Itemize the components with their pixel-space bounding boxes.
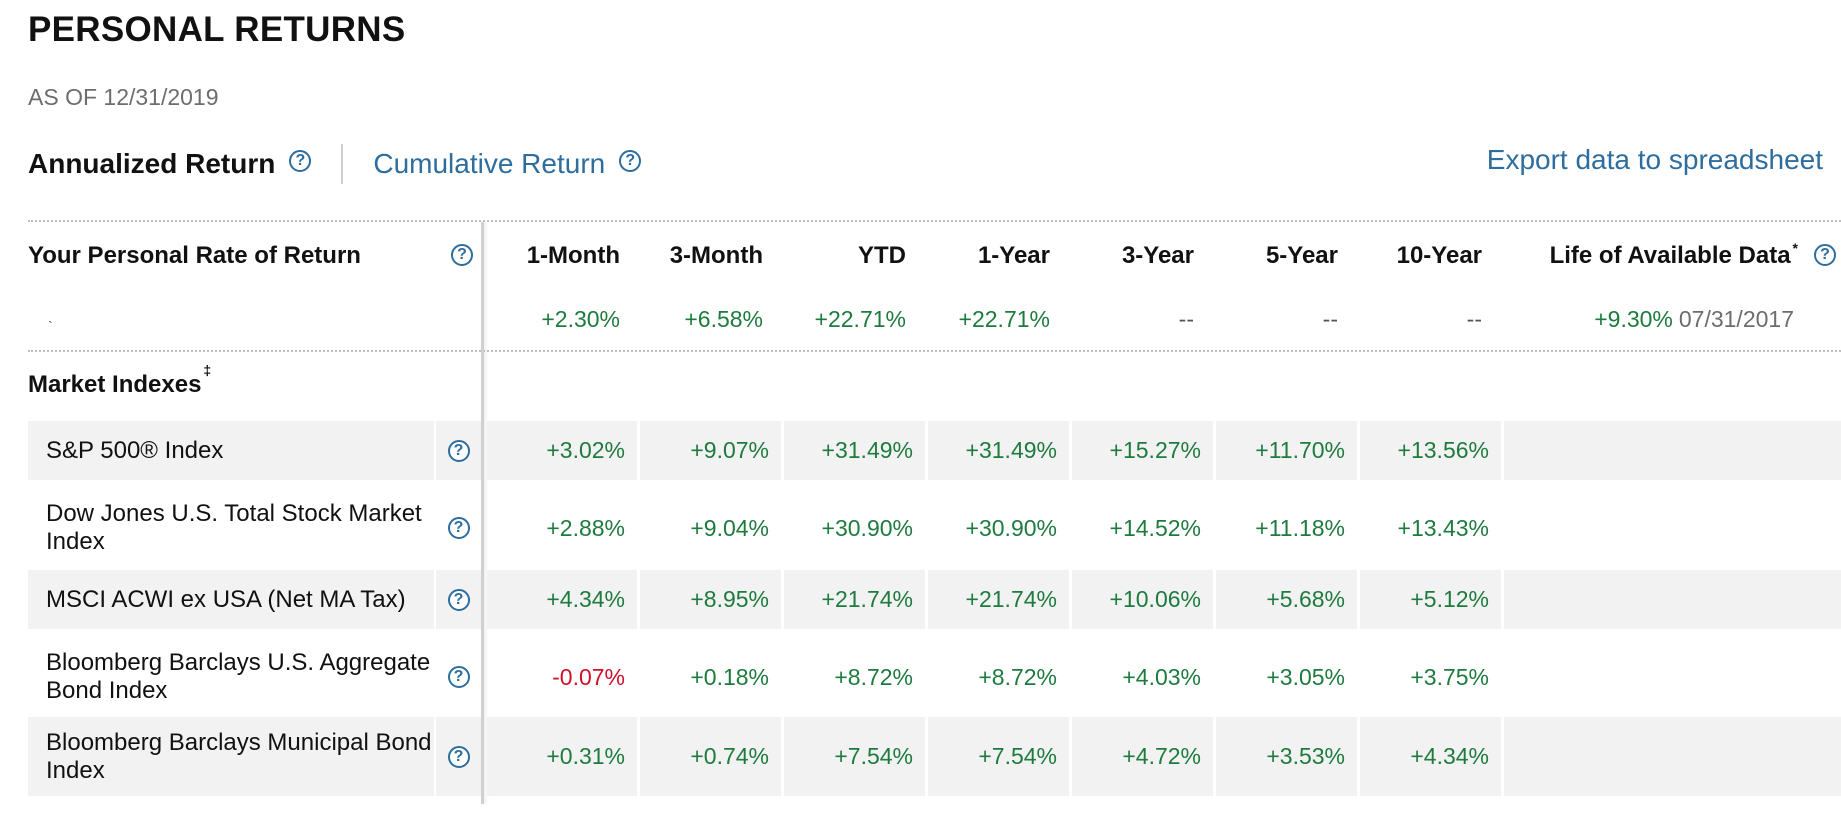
question-circle-icon[interactable]: ? <box>1814 244 1836 266</box>
index-return-5-year: +5.68% <box>1216 570 1357 629</box>
question-circle-icon[interactable]: ? <box>447 439 470 462</box>
table-row: Bloomberg Barclays Municipal Bond Index?… <box>28 717 1841 796</box>
index-return-1-year: +7.54% <box>928 717 1069 796</box>
question-circle-icon[interactable]: ? <box>447 517 470 539</box>
index-help-cell: ? <box>436 717 481 796</box>
column-header-10-year: 10-Year <box>1396 242 1482 269</box>
personal-return-1-year: +22.71% <box>958 305 1050 332</box>
index-help-cell: ? <box>436 494 481 562</box>
index-name: MSCI ACWI ex USA (Net MA Tax) <box>28 570 434 629</box>
personal-return-3-month: +6.58% <box>684 305 763 332</box>
index-return-life <box>1504 421 1841 480</box>
table-column-divider <box>481 222 484 804</box>
personal-return-5-year: -- <box>1322 305 1338 332</box>
index-return-ytd: +7.54% <box>784 717 925 796</box>
index-return-3-year: +4.72% <box>1072 717 1213 796</box>
row-tick-mark: ` <box>48 318 53 334</box>
table-row: Dow Jones U.S. Total Stock Market Index?… <box>28 494 1841 562</box>
index-return-ytd: +8.72% <box>834 663 913 690</box>
index-return-3-month: +0.74% <box>640 717 781 796</box>
index-return-life <box>1504 494 1841 562</box>
index-help-cell: ? <box>436 570 481 629</box>
index-return-3-year: +10.06% <box>1072 570 1213 629</box>
index-name: Dow Jones U.S. Total Stock Market Index <box>46 500 422 555</box>
market-indexes-title: Market Indexes‡ <box>28 362 212 398</box>
index-return-3-month: +9.04% <box>690 514 769 541</box>
question-circle-icon[interactable]: ? <box>447 588 470 611</box>
index-return-1-month: +4.34% <box>487 570 637 629</box>
index-return-1-month: +0.31% <box>487 717 637 796</box>
tab-divider <box>341 144 344 184</box>
personal-return-10-year: -- <box>1466 305 1482 332</box>
personal-return-ytd: +22.71% <box>814 305 906 332</box>
question-circle-icon[interactable]: ? <box>447 745 470 768</box>
table-row: S&P 500® Index? +3.02% +9.07% +31.49% +31.49… <box>28 421 1841 480</box>
index-return-life <box>1504 570 1841 629</box>
column-header-life-of-data: Life of Available Data * <box>1549 240 1798 269</box>
index-return-3-year: +4.03% <box>1122 663 1201 690</box>
index-name: Bloomberg Barclays Municipal Bond Index <box>28 717 434 796</box>
index-return-3-year: +14.52% <box>1109 514 1201 541</box>
index-return-3-month: +0.18% <box>690 663 769 690</box>
table-row: Bloomberg Barclays U.S. Aggregate Bond I… <box>28 643 1841 711</box>
index-name: Bloomberg Barclays U.S. Aggregate Bond I… <box>46 649 431 704</box>
personal-return-life: +9.30% 07/31/2017 <box>1594 305 1794 332</box>
index-return-3-month: +9.07% <box>640 421 781 480</box>
index-return-3-month: +8.95% <box>640 570 781 629</box>
index-help-cell: ? <box>436 643 481 711</box>
column-header-ytd: YTD <box>858 242 906 269</box>
personal-return-3-year: -- <box>1178 305 1194 332</box>
index-return-10-year: +13.43% <box>1397 514 1489 541</box>
question-circle-icon[interactable]: ? <box>289 150 312 172</box>
table-top-border <box>28 220 1841 222</box>
as-of-date: AS OF 12/31/2019 <box>28 84 219 110</box>
index-return-ytd: +21.74% <box>784 570 925 629</box>
tab-annualized-return[interactable]: Annualized Return ? <box>28 148 312 180</box>
index-return-ytd: +30.90% <box>821 514 913 541</box>
tab-cumulative-return[interactable]: Cumulative Return ? <box>373 148 642 180</box>
question-circle-icon[interactable]: ? <box>451 244 473 266</box>
index-return-5-year: +11.70% <box>1216 421 1357 480</box>
index-return-10-year: +4.34% <box>1360 717 1501 796</box>
column-header-1-month: 1-Month <box>526 242 620 269</box>
index-return-1-year: +21.74% <box>928 570 1069 629</box>
index-return-1-month: +3.02% <box>487 421 637 480</box>
index-return-5-year: +11.18% <box>1255 514 1345 541</box>
index-return-10-year: +3.75% <box>1410 663 1489 690</box>
index-return-1-year: +8.72% <box>978 663 1057 690</box>
index-return-life <box>1504 717 1841 796</box>
index-return-ytd: +31.49% <box>784 421 925 480</box>
question-circle-icon[interactable]: ? <box>447 666 470 688</box>
index-return-1-month: +2.88% <box>546 514 625 541</box>
index-return-10-year: +13.56% <box>1360 421 1501 480</box>
index-return-1-year: +30.90% <box>965 514 1057 541</box>
column-header-1-year: 1-Year <box>977 242 1050 269</box>
question-circle-icon[interactable]: ? <box>619 150 642 172</box>
index-return-5-year: +3.53% <box>1216 717 1357 796</box>
index-help-cell: ? <box>436 421 481 480</box>
row-header-label: Your Personal Rate of Return <box>28 242 361 269</box>
index-return-3-year: +15.27% <box>1072 421 1213 480</box>
export-spreadsheet-link[interactable]: Export data to spreadsheet <box>1486 144 1823 175</box>
column-header-3-year: 3-Year <box>1121 242 1194 269</box>
index-return-10-year: +5.12% <box>1360 570 1501 629</box>
index-return-life <box>1504 643 1841 711</box>
personal-return-1-month: +2.30% <box>541 305 620 332</box>
index-name: S&P 500® Index <box>28 421 434 480</box>
table-section-divider <box>28 350 1841 352</box>
index-return-1-month: -0.07% <box>552 663 625 690</box>
column-header-3-month: 3-Month <box>669 242 763 269</box>
column-header-5-year: 5-Year <box>1265 242 1338 269</box>
return-type-tabs: Annualized Return ? Cumulative Return ? <box>28 140 642 188</box>
index-return-1-year: +31.49% <box>928 421 1069 480</box>
table-row: MSCI ACWI ex USA (Net MA Tax)? +4.34% +8.9… <box>28 570 1841 629</box>
index-return-5-year: +3.05% <box>1266 663 1345 690</box>
page-title: PERSONAL RETURNS <box>28 10 406 49</box>
